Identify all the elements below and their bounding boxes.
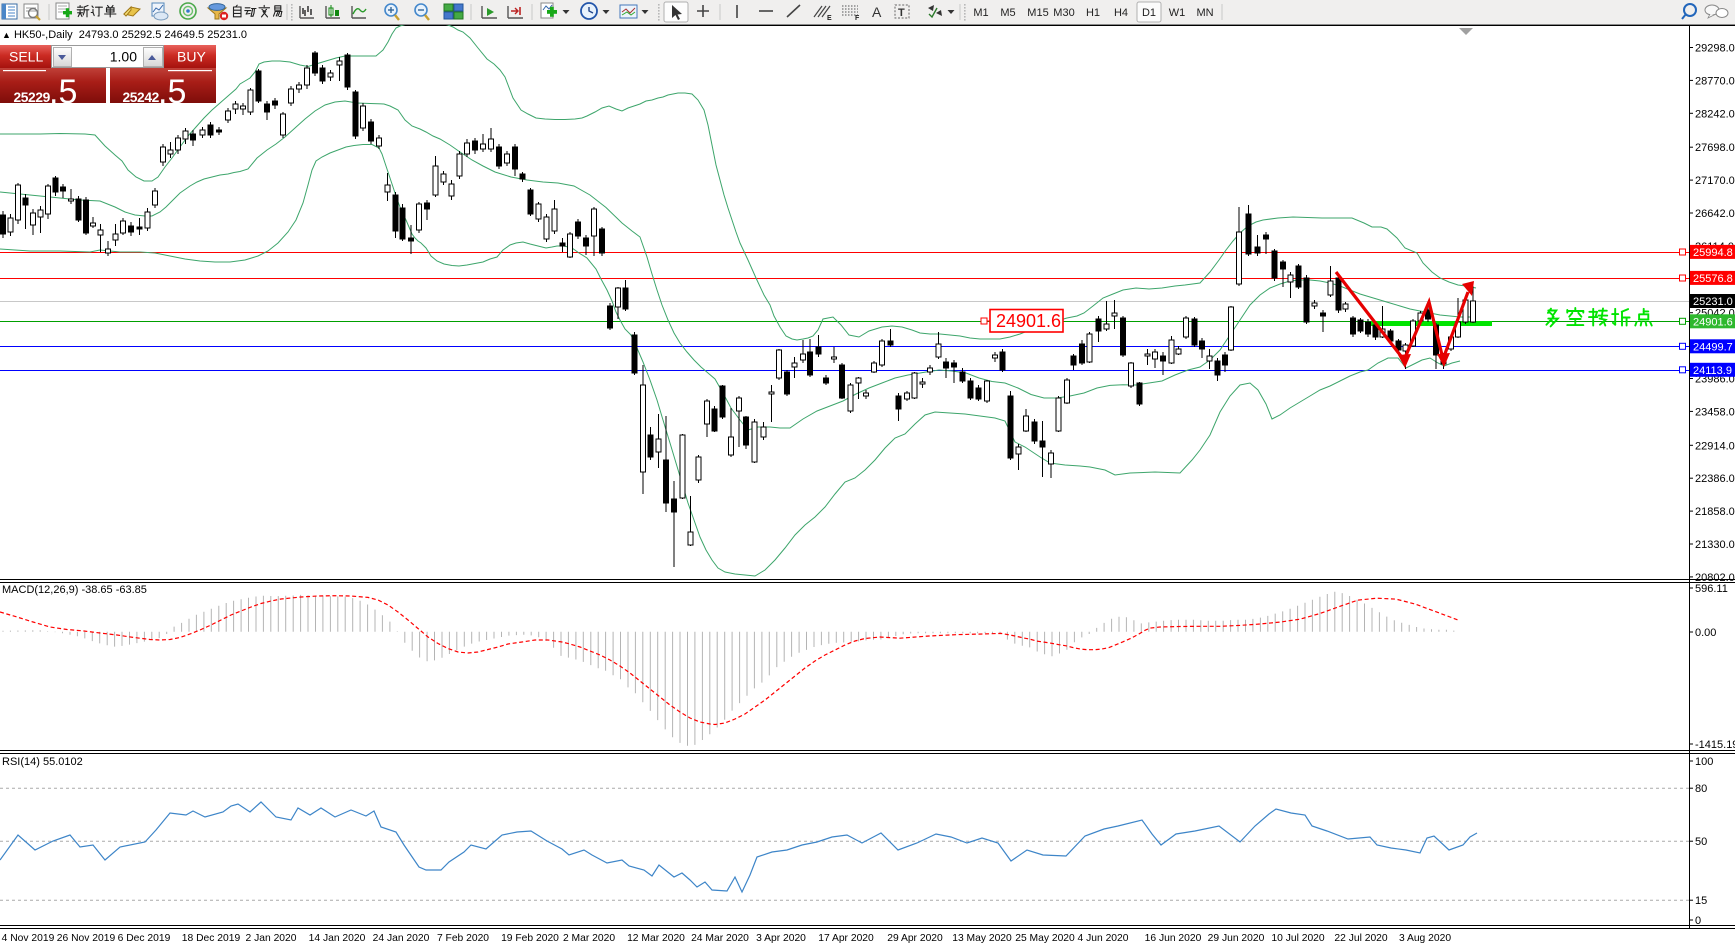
svg-text:19 Feb 2020: 19 Feb 2020 xyxy=(501,933,559,944)
svg-text:15: 15 xyxy=(1695,895,1707,907)
svg-text:25231.0: 25231.0 xyxy=(1693,296,1733,308)
svg-text:M5: M5 xyxy=(1000,7,1015,19)
svg-text:D1: D1 xyxy=(1142,7,1156,19)
svg-text:20802.0: 20802.0 xyxy=(1695,572,1735,584)
svg-text:4 Jun 2020: 4 Jun 2020 xyxy=(1078,933,1129,944)
svg-text:25242: 25242 xyxy=(123,90,160,103)
svg-text:6 Dec 2019: 6 Dec 2019 xyxy=(118,933,171,944)
svg-text:3 Apr 2020: 3 Apr 2020 xyxy=(756,933,806,944)
svg-text:F: F xyxy=(855,15,860,22)
svg-text:26642.0: 26642.0 xyxy=(1695,208,1735,220)
svg-text:M15: M15 xyxy=(1027,7,1048,19)
svg-text:12 Mar 2020: 12 Mar 2020 xyxy=(627,933,685,944)
svg-text:RSI(14) 55.0102: RSI(14) 55.0102 xyxy=(2,756,83,768)
svg-text:28242.0: 28242.0 xyxy=(1695,108,1735,120)
svg-text:2 Jan 2020: 2 Jan 2020 xyxy=(246,933,297,944)
svg-text:A: A xyxy=(872,4,882,20)
svg-text:M30: M30 xyxy=(1053,7,1074,19)
svg-text:22386.0: 22386.0 xyxy=(1695,473,1735,485)
svg-text:0: 0 xyxy=(1695,915,1701,927)
svg-text:80: 80 xyxy=(1695,783,1707,795)
svg-text:16 Jun 2020: 16 Jun 2020 xyxy=(1145,933,1202,944)
svg-text:H4: H4 xyxy=(1114,7,1128,19)
svg-text:7 Feb 2020: 7 Feb 2020 xyxy=(437,933,489,944)
svg-text:0.00: 0.00 xyxy=(1695,627,1716,639)
svg-text:25994.8: 25994.8 xyxy=(1693,247,1733,259)
svg-text:SELL: SELL xyxy=(9,49,43,65)
svg-text:24499.7: 24499.7 xyxy=(1693,341,1733,353)
svg-text:27170.0: 27170.0 xyxy=(1695,175,1735,187)
svg-text:596.11: 596.11 xyxy=(1695,583,1728,595)
svg-text:18 Dec 2019: 18 Dec 2019 xyxy=(182,933,241,944)
svg-text:26 Nov 2019: 26 Nov 2019 xyxy=(57,933,116,944)
svg-text:29 Jun 2020: 29 Jun 2020 xyxy=(1208,933,1265,944)
svg-text:MACD(12,26,9) -38.65 -63.85: MACD(12,26,9) -38.65 -63.85 xyxy=(2,584,147,596)
svg-text:21858.0: 21858.0 xyxy=(1695,506,1735,518)
svg-text:22 Jul 2020: 22 Jul 2020 xyxy=(1334,933,1388,944)
svg-text:.5: .5 xyxy=(49,73,77,103)
svg-text:24901.6: 24901.6 xyxy=(1693,316,1733,328)
svg-text:-1415.19: -1415.19 xyxy=(1695,739,1735,751)
svg-text:3 Aug 2020: 3 Aug 2020 xyxy=(1399,933,1451,944)
svg-text:23458.0: 23458.0 xyxy=(1695,406,1735,418)
svg-text:E: E xyxy=(827,15,832,22)
svg-text:27698.0: 27698.0 xyxy=(1695,142,1735,154)
svg-text:14 Jan 2020: 14 Jan 2020 xyxy=(309,933,366,944)
svg-text:10 Jul 2020: 10 Jul 2020 xyxy=(1271,933,1325,944)
svg-text:28770.0: 28770.0 xyxy=(1695,75,1735,87)
svg-text:24 Mar 2020: 24 Mar 2020 xyxy=(691,933,749,944)
svg-text:1.00: 1.00 xyxy=(110,49,137,65)
svg-text:25229: 25229 xyxy=(14,90,51,103)
svg-text:22914.0: 22914.0 xyxy=(1695,440,1735,452)
svg-text:24901.6: 24901.6 xyxy=(996,311,1061,331)
svg-text:13 May 2020: 13 May 2020 xyxy=(952,933,1012,944)
svg-text:21330.0: 21330.0 xyxy=(1695,539,1735,551)
svg-text:29 Apr 2020: 29 Apr 2020 xyxy=(887,933,943,944)
svg-text:BUY: BUY xyxy=(177,49,206,65)
svg-text:24113.9: 24113.9 xyxy=(1693,365,1732,377)
svg-text:29298.0: 29298.0 xyxy=(1695,43,1735,55)
svg-text:MN: MN xyxy=(1196,7,1213,19)
svg-text:H1: H1 xyxy=(1086,7,1100,19)
svg-text:50: 50 xyxy=(1695,836,1707,848)
svg-text:4 Nov 2019: 4 Nov 2019 xyxy=(2,933,55,944)
svg-text:25576.8: 25576.8 xyxy=(1693,273,1733,285)
svg-text:.5: .5 xyxy=(158,73,186,103)
svg-text:100: 100 xyxy=(1695,756,1713,768)
svg-text:17 Apr 2020: 17 Apr 2020 xyxy=(818,933,874,944)
svg-text:W1: W1 xyxy=(1169,7,1186,19)
svg-text:T: T xyxy=(898,7,905,19)
svg-text:25 May 2020: 25 May 2020 xyxy=(1015,933,1075,944)
svg-text:2 Mar 2020: 2 Mar 2020 xyxy=(563,933,615,944)
svg-text:24 Jan 2020: 24 Jan 2020 xyxy=(373,933,430,944)
svg-text:M1: M1 xyxy=(973,7,988,19)
